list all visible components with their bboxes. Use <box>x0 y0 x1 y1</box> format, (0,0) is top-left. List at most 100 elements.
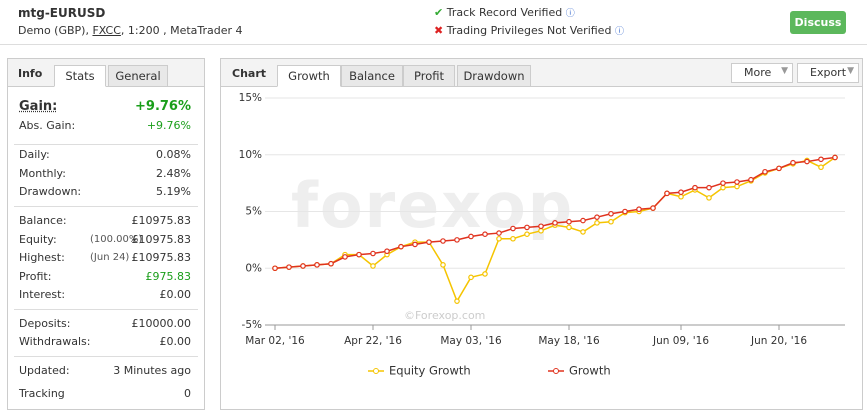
data-point <box>622 208 628 215</box>
tab[interactable]: General <box>108 65 168 87</box>
stat-label: Deposits: <box>19 317 71 330</box>
data-point <box>524 224 530 231</box>
verified-text: Track Record Verified <box>446 6 563 19</box>
data-point <box>734 179 740 185</box>
stat-value: 3 Minutes ago <box>113 364 191 377</box>
menu-text: More <box>744 66 772 79</box>
info-tabs-bar <box>8 59 204 87</box>
stat-label: Abs. Gain: <box>19 119 76 132</box>
data-point <box>384 248 390 255</box>
chart-tab[interactable]: Balance <box>341 65 403 87</box>
menu-button[interactable]: More ▼ <box>731 63 793 83</box>
stat-label: Highest: <box>19 251 65 264</box>
stat-value: 0 <box>184 387 191 400</box>
divider <box>14 356 198 357</box>
data-point <box>496 230 502 236</box>
data-point <box>706 184 712 191</box>
data-point <box>608 210 614 217</box>
details: , 1:200 , MetaTrader 4 <box>120 24 243 37</box>
data-point <box>706 195 712 201</box>
header: mtg-EURUSD Demo (GBP), FXCC, 1:200 , Met… <box>0 0 867 45</box>
x-tick-label: Mar 02, '16 <box>245 335 305 347</box>
data-point <box>482 271 488 277</box>
info-label: Info <box>18 67 43 80</box>
menu-arrow: ▼ <box>847 66 854 76</box>
stat-value: +9.76% <box>135 99 191 114</box>
chart-tab[interactable]: Drawdown <box>457 65 531 87</box>
data-point <box>510 225 516 232</box>
data-point <box>818 156 824 163</box>
x-tick-label: Apr 22, '16 <box>344 335 402 347</box>
data-point <box>342 254 348 260</box>
chart-tab[interactable]: Growth <box>277 65 341 87</box>
data-point <box>524 231 530 238</box>
not-verified: ✖ Trading Privileges Not Verified ⓘ <box>434 24 624 37</box>
stat-value: £10975.83 <box>131 233 192 246</box>
stat-value: £10975.83 <box>131 251 192 264</box>
data-point <box>804 158 810 165</box>
stat-value: £0.00 <box>159 288 192 301</box>
not-verified-text: Trading Privileges Not Verified <box>446 24 612 37</box>
title: mtg-EURUSD <box>18 6 106 20</box>
data-point <box>664 190 670 197</box>
chart-panel: Chart Growth Balance Profit Drawdown More ▼ Exp… <box>220 58 863 410</box>
data-point <box>594 214 600 220</box>
divider <box>14 309 198 310</box>
data-point <box>440 238 446 244</box>
data-point <box>580 217 586 224</box>
discuss-button[interactable]: Discuss <box>790 11 846 34</box>
data-point <box>412 241 418 248</box>
data-point <box>720 180 726 186</box>
x-tick-label: May 18, '16 <box>538 335 600 347</box>
x-tick-label: May 03, '16 <box>440 335 502 347</box>
data-point <box>286 264 292 270</box>
stat-label: Gain: <box>19 99 58 114</box>
data-point <box>314 262 320 268</box>
tab[interactable]: Stats <box>54 65 106 87</box>
data-point <box>720 184 726 191</box>
watermark: ©Forexop.com <box>404 309 486 322</box>
data-point <box>552 220 558 226</box>
stat-note: (100.00%) <box>90 234 143 245</box>
stat-label: Tracking <box>19 387 65 400</box>
stat-label: Equity: <box>19 233 57 246</box>
data-point <box>580 229 586 235</box>
data-point <box>790 159 796 166</box>
stat-value: £10000.00 <box>131 317 192 330</box>
data-point <box>440 262 446 268</box>
logo: forexop <box>291 169 575 242</box>
chart-tab[interactable]: Profit <box>403 65 455 87</box>
stat-value: £10975.83 <box>131 214 192 227</box>
legend-label: Equity Growth <box>389 364 471 378</box>
x-tick-label: Jun 09, '16 <box>652 335 709 347</box>
data-point <box>454 298 460 304</box>
data-point <box>300 263 306 269</box>
stat-label: Updated: <box>19 364 70 377</box>
data-point <box>538 227 544 234</box>
broker-link[interactable]: FXCC <box>92 24 121 37</box>
data-point <box>454 237 460 243</box>
menu-arrow: ▼ <box>781 66 788 76</box>
data-point <box>356 251 362 258</box>
data-point <box>748 176 754 183</box>
y-tick-label: 0% <box>245 262 262 274</box>
data-point <box>426 239 432 245</box>
data-point <box>678 193 684 200</box>
menu-button[interactable]: Export ▼ <box>797 63 859 83</box>
stat-value: £975.83 <box>145 270 192 283</box>
stat-note: (Jun 24) <box>90 252 130 263</box>
data-point <box>818 164 824 171</box>
y-tick-label: -5% <box>242 319 262 331</box>
divider <box>14 206 198 207</box>
stat-value: +9.76% <box>146 119 191 132</box>
data-point <box>692 184 698 191</box>
data-point <box>538 223 544 230</box>
data-point <box>762 168 768 175</box>
data-point <box>468 274 474 281</box>
stat-value: 5.19% <box>156 185 191 198</box>
y-tick-label: 10% <box>239 149 262 161</box>
data-point <box>482 231 488 238</box>
data-point <box>734 183 740 190</box>
stat-value: 2.48% <box>156 167 191 180</box>
